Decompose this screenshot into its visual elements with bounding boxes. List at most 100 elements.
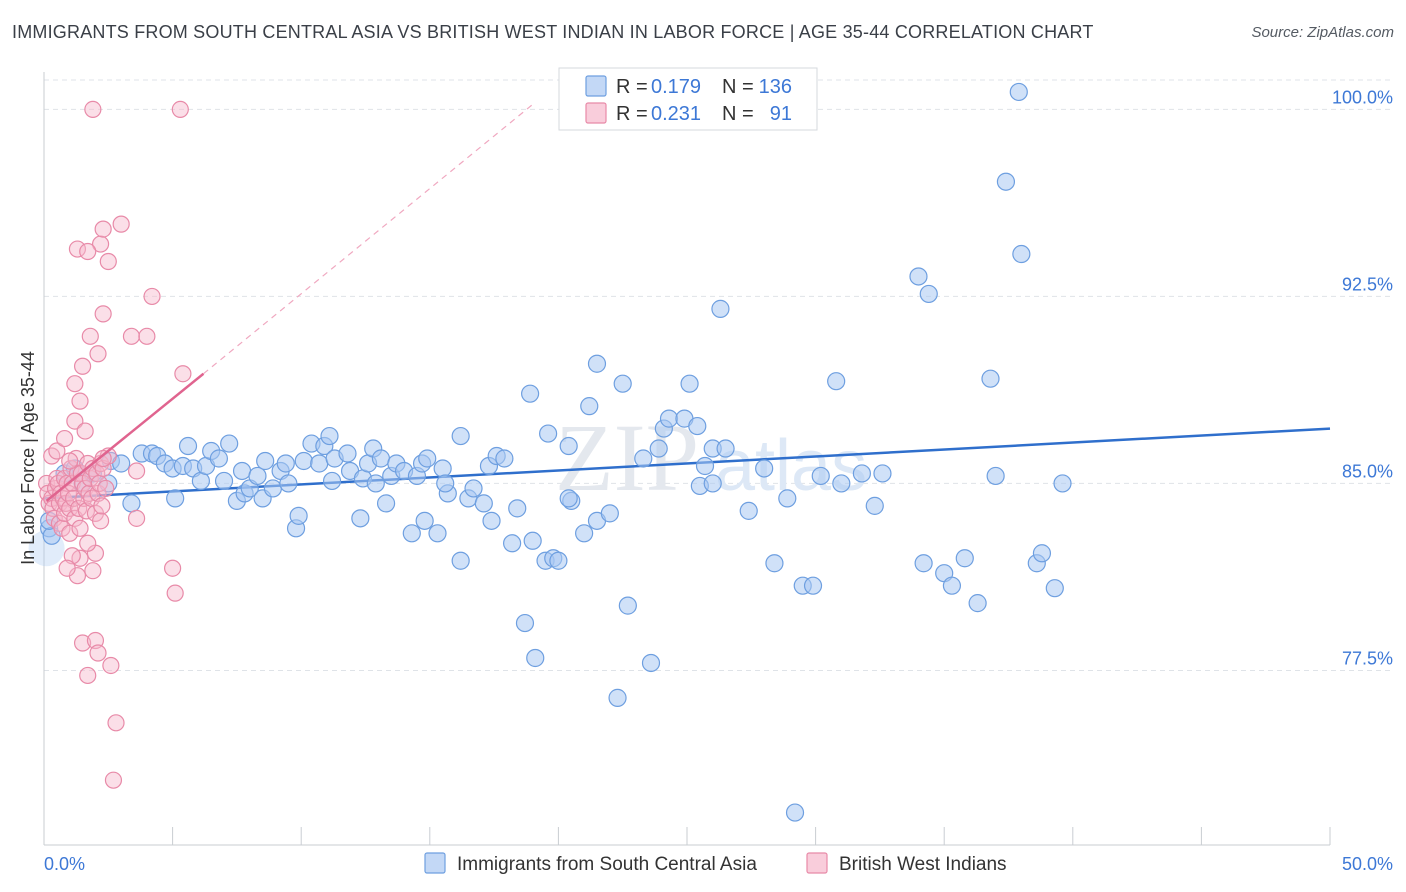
point-pink [66,412,84,430]
point-pink [76,422,94,440]
point-blue [634,449,653,468]
point-blue [428,524,447,543]
point-blue [695,456,715,476]
legend-n-label: N = [722,76,754,98]
point-blue [451,426,470,446]
bottom-legend-label-blue: Immigrants from South Central Asia [457,854,757,875]
point-blue [785,803,805,822]
point-blue [523,531,542,550]
point-blue [641,653,661,673]
point-pink [71,519,89,537]
point-pink [89,345,107,363]
point-blue [232,461,252,481]
point-blue [649,439,668,458]
point-blue [865,496,884,515]
point-blue [220,434,239,453]
point-pink [50,514,69,532]
points-layer [28,82,1072,822]
point-blue [1012,244,1031,264]
point-blue [827,372,846,391]
point-pink [164,559,182,577]
point-blue [526,648,545,668]
point-blue [778,489,797,508]
point-blue [680,374,699,393]
point-pink [112,215,130,233]
point-blue [464,479,483,498]
y-tick-label: 85.0% [1342,461,1393,481]
point-pink [91,512,110,530]
point-blue [451,551,470,570]
point-pink [71,392,89,410]
point-pink [94,305,112,323]
point-blue [968,594,987,613]
point-blue [739,501,758,520]
point-pink [97,479,115,498]
point-pink [81,327,99,345]
point-blue [433,459,452,478]
point-pink [93,497,111,515]
point-pink [99,252,117,271]
point-pink [174,365,192,383]
point-pink [66,375,84,393]
point-blue [294,451,313,471]
point-blue [559,436,578,456]
point-pink [102,656,120,675]
bottom-legend-swatch-pink [806,852,828,874]
point-blue [1045,579,1064,598]
grid-layer [44,79,1393,671]
point-blue [909,267,928,286]
point-pink [80,484,98,503]
point-pink [61,524,79,542]
point-pink [73,634,92,652]
point-blue [256,451,275,471]
point-pink [43,447,61,465]
point-blue [289,506,308,525]
point-blue [310,454,329,473]
point-pink [48,442,66,460]
point-blue [415,511,434,530]
chart-source: Source: ZipAtlas.com [1251,24,1394,41]
point-pink [55,429,74,448]
point-blue [711,299,730,318]
point-blue [559,489,578,508]
point-blue [112,454,131,473]
point-pink [61,452,79,470]
point-blue [474,494,493,513]
point-pink [91,235,110,253]
point-blue [852,464,871,483]
point-pink [84,562,102,580]
legend-r-label: R = [616,103,648,125]
point-pink [127,462,146,480]
point-blue [942,576,962,595]
point-blue [986,466,1005,486]
point-blue [608,688,627,707]
point-blue [811,466,830,486]
point-pink [138,327,156,345]
point-pink [79,534,97,552]
point-blue [803,576,823,595]
point-blue [549,551,568,570]
bottom-legend-swatch-blue [424,852,446,874]
point-blue [418,449,437,468]
y-tick-label: 77.5% [1342,648,1393,668]
trend-line-pink [45,372,205,502]
point-blue [482,511,501,530]
point-blue [600,504,619,523]
point-pink [94,220,112,238]
point-blue [503,534,522,553]
point-pink [89,644,107,662]
point-blue [214,471,234,491]
point-blue [914,554,933,573]
point-blue [755,459,774,478]
point-blue [618,596,637,615]
point-blue [402,524,421,543]
point-blue [515,613,535,633]
point-blue [508,499,527,518]
point-pink [68,464,87,483]
point-blue [981,369,1000,388]
point-blue [1053,474,1072,493]
y-tick-labels: 77.5% 85.0% 92.5% 100.0% [1332,87,1393,668]
point-blue [248,466,267,486]
point-blue [263,479,283,498]
legend-r-value: 0.179 [651,76,701,98]
